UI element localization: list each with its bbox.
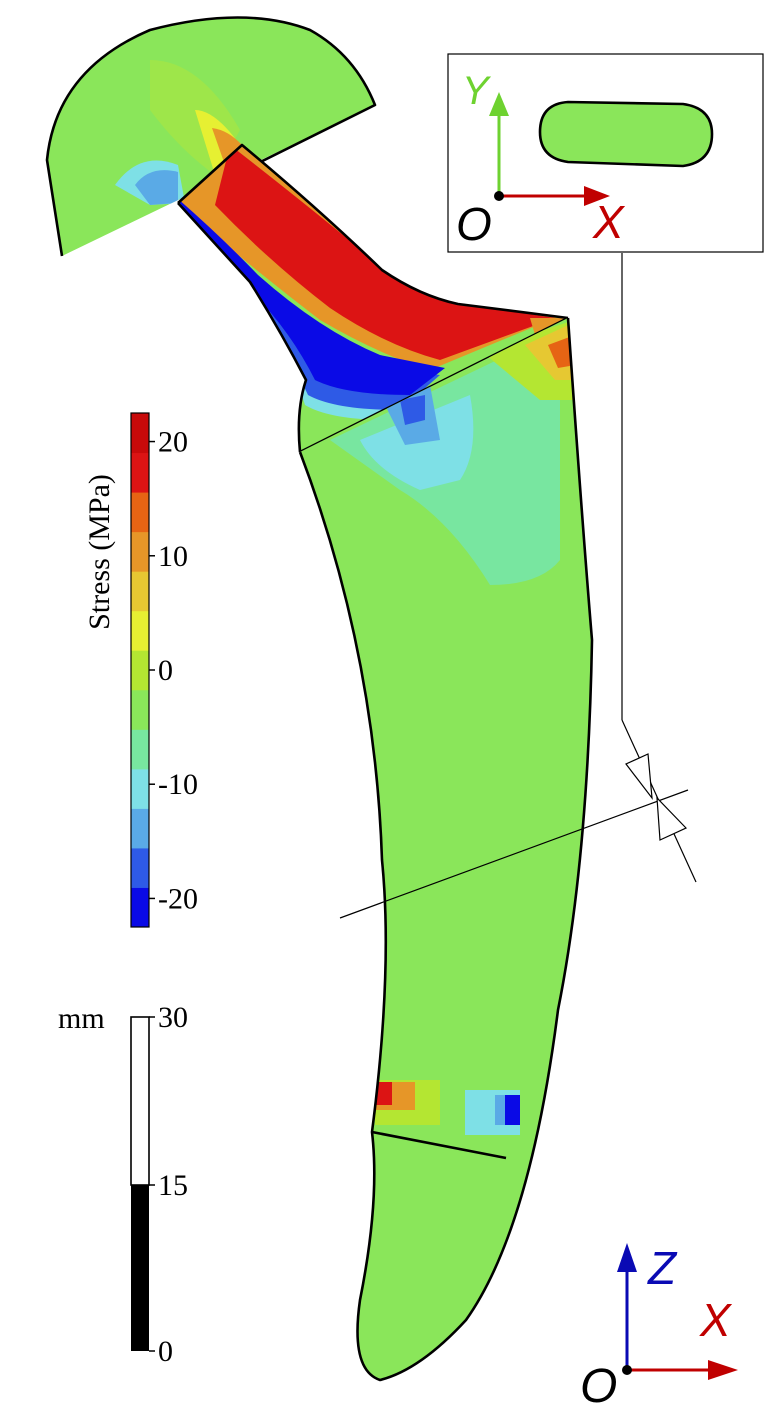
main-origin-label: O bbox=[580, 1360, 617, 1410]
stress-color-band bbox=[131, 531, 149, 572]
stress-color-band bbox=[131, 610, 149, 651]
section-shape bbox=[538, 100, 714, 168]
section-inset: Y X O bbox=[447, 53, 764, 253]
stress-color-band bbox=[131, 571, 149, 612]
stress-color-band bbox=[131, 887, 149, 928]
stress-color-band bbox=[131, 413, 149, 454]
stress-legend-title: Stress (MPa) bbox=[83, 474, 116, 630]
neck-outline bbox=[177, 143, 569, 453]
stress-color-band bbox=[131, 847, 149, 888]
mm-unit-label: mm bbox=[58, 1002, 105, 1035]
stress-color-band bbox=[131, 492, 149, 533]
mm-tick-15: 15 bbox=[158, 1169, 188, 1202]
inset-y-label: Y bbox=[462, 69, 492, 113]
mm-tick-0: 0 bbox=[158, 1335, 173, 1368]
mm-bar-light bbox=[130, 1016, 150, 1186]
main-x-label: X bbox=[699, 1294, 733, 1346]
stress-ticks: 20 10 0 -10 -20 bbox=[149, 426, 198, 915]
stress-tick-label: 0 bbox=[158, 654, 173, 687]
stress-color-band bbox=[131, 768, 149, 809]
stress-legend: Stress (MPa) 20 10 0 -10 -20 bbox=[83, 412, 198, 928]
inset-axes: Y X O bbox=[456, 69, 626, 250]
length-legend: mm 30 15 0 bbox=[58, 1001, 188, 1368]
prosthesis-stem bbox=[300, 318, 592, 1380]
stress-color-band bbox=[131, 729, 149, 770]
stem-outline bbox=[298, 317, 594, 1382]
mm-tick-30: 30 bbox=[158, 1001, 188, 1034]
mm-bar-dark bbox=[131, 1185, 149, 1351]
stress-tick-label: -10 bbox=[158, 768, 198, 801]
stem-distal-boundary bbox=[371, 1130, 507, 1160]
stress-tick-label: 20 bbox=[158, 426, 188, 459]
stress-color-band bbox=[131, 452, 149, 493]
inset-origin-label: O bbox=[456, 198, 492, 250]
main-z-label: Z bbox=[647, 1242, 678, 1294]
stress-tick-label: -20 bbox=[158, 882, 198, 915]
stress-tick-label: 10 bbox=[158, 540, 188, 573]
stress-color-band bbox=[131, 650, 149, 691]
stress-color-band bbox=[131, 808, 149, 849]
head-outline bbox=[45, 16, 377, 257]
inset-x-label: X bbox=[592, 196, 626, 248]
stress-colorbar bbox=[131, 413, 149, 928]
section-cut-marker bbox=[339, 253, 697, 919]
stress-color-band bbox=[131, 689, 149, 730]
main-axes: Z X O bbox=[580, 1242, 738, 1410]
